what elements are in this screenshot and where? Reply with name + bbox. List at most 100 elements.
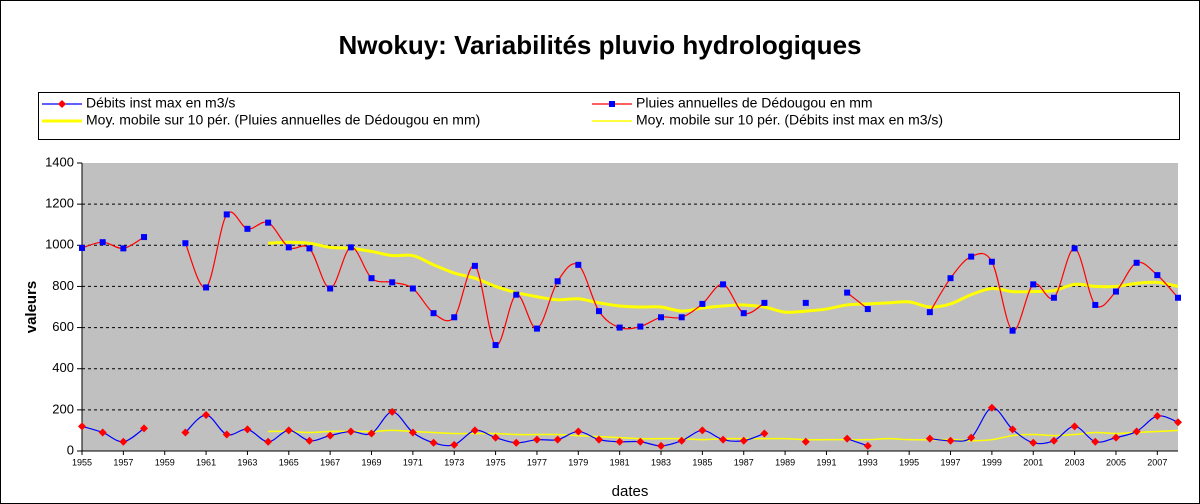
- x-tick-label: 1981: [610, 457, 630, 467]
- data-point: [843, 434, 852, 443]
- data-point: [264, 437, 273, 446]
- x-tick-label: 2001: [1023, 457, 1043, 467]
- x-tick-label: 1977: [527, 457, 547, 467]
- data-point: [677, 436, 686, 445]
- y-tick-label: 0: [67, 442, 74, 457]
- legend-label: Débits inst max en m3/s: [86, 95, 235, 111]
- data-point: [284, 426, 293, 435]
- data-point: [388, 407, 397, 416]
- x-tick-label: 1967: [320, 457, 340, 467]
- data-point: [1111, 433, 1120, 442]
- data-point: [987, 403, 996, 412]
- data-point: [181, 428, 190, 437]
- data-point: [243, 425, 252, 434]
- y-tick-label: 600: [52, 319, 74, 334]
- data-point: [326, 431, 335, 440]
- data-point: [78, 422, 86, 431]
- data-point: [1009, 327, 1016, 334]
- data-point: [223, 211, 230, 218]
- data-point: [925, 434, 934, 443]
- data-point: [1049, 436, 1058, 445]
- data-point: [594, 435, 603, 444]
- x-tick-label: 1995: [899, 457, 919, 467]
- x-tick-label: 1993: [858, 457, 878, 467]
- data-point: [698, 426, 707, 435]
- data-point: [699, 300, 706, 307]
- series-line: [268, 240, 1179, 314]
- data-point: [470, 426, 479, 435]
- data-point: [285, 244, 292, 251]
- data-point: [1174, 418, 1182, 427]
- data-point: [968, 253, 975, 260]
- legend: [38, 92, 1180, 140]
- y-tick-label: 1000: [45, 237, 74, 252]
- data-point: [801, 437, 810, 446]
- data-point: [98, 428, 107, 437]
- data-point: [120, 245, 127, 252]
- data-point: [595, 308, 602, 315]
- legend-label: Pluies annuelles de Dédougou en mm: [636, 95, 873, 111]
- data-point: [1050, 294, 1057, 301]
- data-point: [739, 436, 748, 445]
- data-point: [203, 284, 210, 291]
- data-point: [554, 278, 561, 285]
- data-point: [305, 436, 314, 445]
- data-point: [988, 258, 995, 265]
- data-point: [202, 411, 211, 419]
- data-point: [99, 239, 106, 246]
- data-point: [512, 438, 521, 447]
- data-point: [1070, 422, 1079, 431]
- legend-marker: [58, 100, 66, 108]
- data-point: [367, 429, 376, 438]
- x-tick-label: 1983: [651, 457, 671, 467]
- x-tick-label: 1979: [568, 457, 588, 467]
- x-tick-label: 1963: [237, 457, 257, 467]
- data-point: [760, 429, 769, 438]
- data-point: [409, 285, 416, 292]
- x-tick-label: 1959: [155, 457, 175, 467]
- data-point: [761, 299, 768, 306]
- data-point: [1132, 427, 1141, 436]
- chart-title: Nwokuy: Variabilités pluvio hydrologique…: [339, 30, 862, 60]
- data-point: [1112, 288, 1119, 295]
- data-point: [719, 435, 728, 444]
- x-tick-label: 1987: [734, 457, 754, 467]
- x-tick-label: 1989: [775, 457, 795, 467]
- data-point: [222, 430, 231, 439]
- data-point: [947, 275, 954, 282]
- x-tick-label: 1985: [692, 457, 712, 467]
- y-tick-label: 1400: [45, 154, 74, 169]
- y-tick-label: 1200: [45, 196, 74, 211]
- data-point: [658, 314, 665, 321]
- data-point: [346, 427, 355, 436]
- data-point: [119, 437, 128, 446]
- data-point: [306, 245, 313, 252]
- data-point: [926, 309, 933, 316]
- data-point: [637, 323, 644, 330]
- y-tick-label: 400: [52, 360, 74, 375]
- y-tick-label: 800: [52, 278, 74, 293]
- x-tick-label: 1961: [196, 457, 216, 467]
- data-point: [864, 306, 871, 313]
- x-tick-label: 1997: [941, 457, 961, 467]
- data-point: [532, 435, 541, 444]
- x-tick-label: 1965: [279, 457, 299, 467]
- data-point: [389, 279, 396, 286]
- data-point: [265, 219, 272, 226]
- data-point: [492, 342, 499, 349]
- x-tick-label: 1957: [113, 457, 133, 467]
- data-point: [327, 285, 334, 292]
- legend-marker: [609, 101, 615, 107]
- data-point: [1154, 272, 1161, 279]
- data-point: [451, 314, 458, 321]
- data-point: [1091, 437, 1100, 446]
- data-point: [368, 275, 375, 282]
- x-tick-label: 2007: [1147, 457, 1167, 467]
- data-point: [967, 433, 976, 442]
- data-point: [140, 424, 149, 433]
- data-point: [574, 427, 583, 436]
- data-point: [575, 261, 582, 268]
- data-point: [79, 244, 85, 251]
- data-point: [1071, 245, 1078, 252]
